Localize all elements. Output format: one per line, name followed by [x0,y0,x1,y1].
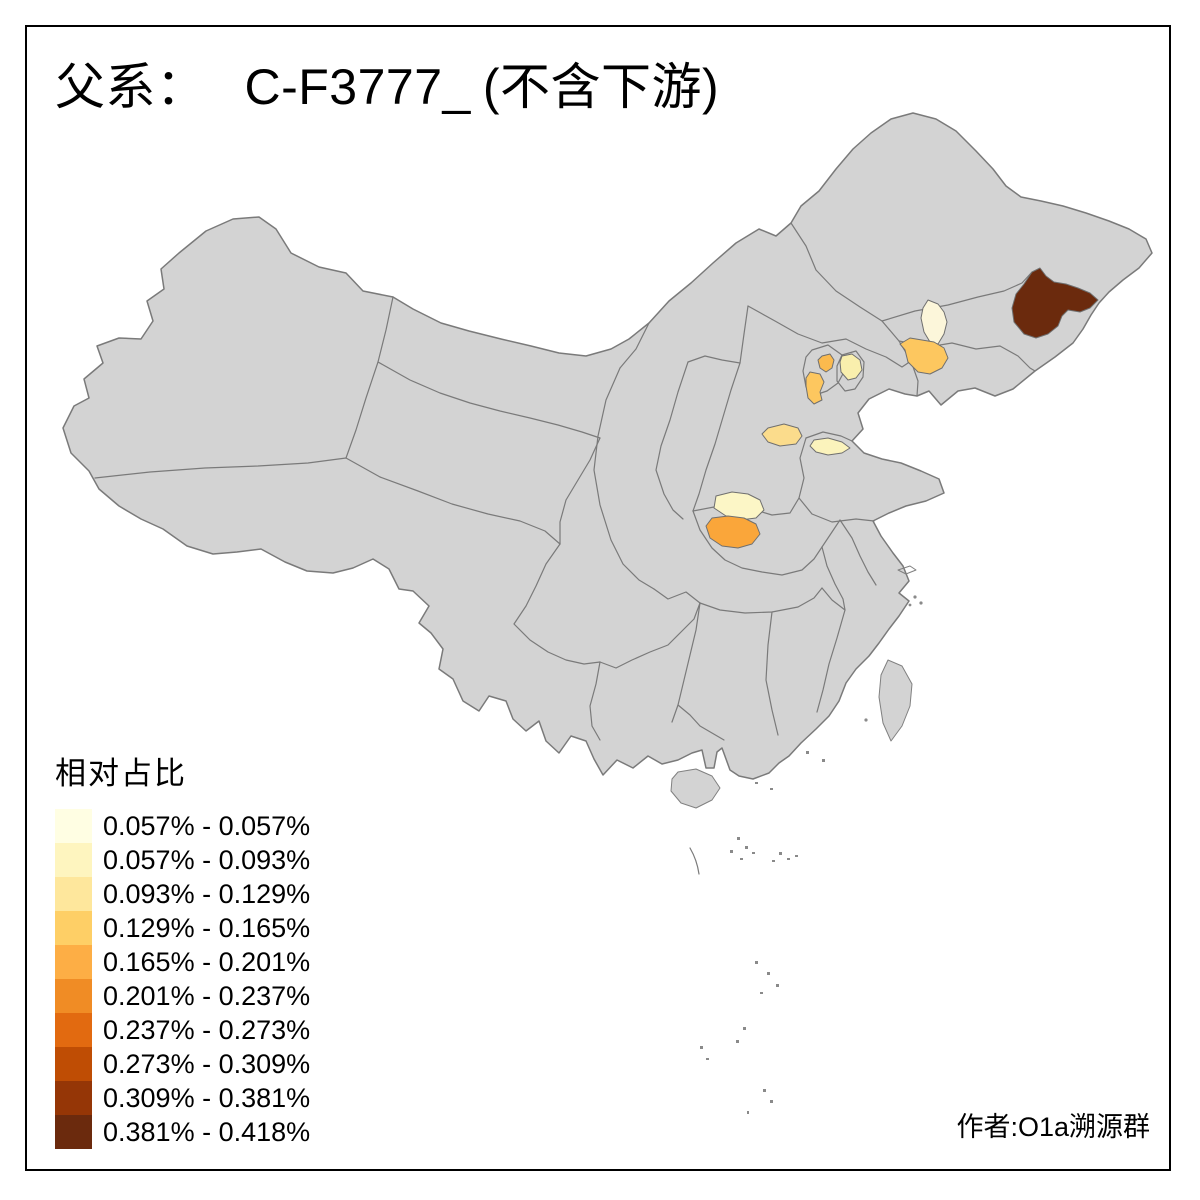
legend-color-swatch [55,1047,92,1081]
legend-row: 0.237% - 0.273% [55,1013,310,1047]
title-prefix: 父系： [55,59,207,115]
china-outline [62,112,1153,780]
coastal-islets [897,565,917,575]
legend-range-label: 0.237% - 0.273% [103,1014,311,1045]
legend-range-label: 0.201% - 0.237% [103,980,311,1011]
region-beijing [817,353,835,373]
legend-range-label: 0.129% - 0.165% [103,912,311,943]
legend: 相对占比 0.057% - 0.057% 0.057% - 0.093% 0.0… [55,748,310,1149]
legend-row: 0.165% - 0.201% [55,945,310,979]
south-china-sea-line [689,847,700,875]
region-henan-west [705,515,761,549]
legend-row: 0.273% - 0.309% [55,1047,310,1081]
legend-range-label: 0.057% - 0.093% [103,844,311,875]
legend-range-label: 0.093% - 0.129% [103,878,311,909]
region-jilin-east-yanbian [1011,267,1099,339]
legend-row: 0.057% - 0.093% [55,843,310,877]
legend-row: 0.381% - 0.418% [55,1115,310,1149]
legend-color-swatch [55,945,92,979]
legend-row: 0.309% - 0.381% [55,1081,310,1115]
legend-color-swatch [55,1081,92,1115]
legend-color-swatch [55,1115,92,1149]
legend-range-label: 0.309% - 0.381% [103,1082,311,1113]
legend-rows: 0.057% - 0.057% 0.057% - 0.093% 0.093% -… [55,809,310,1149]
region-tianjin [839,353,863,381]
title-suffix: (不含下游) [482,59,720,115]
legend-color-swatch [55,911,92,945]
legend-color-swatch [55,843,92,877]
region-hebei-shijiazhuang [761,423,803,447]
title-haplogroup-code: C-F3777_ [244,59,471,115]
legend-range-label: 0.165% - 0.201% [103,946,311,977]
legend-color-swatch [55,809,92,843]
legend-range-label: 0.381% - 0.418% [103,1116,311,1147]
legend-range-label: 0.273% - 0.309% [103,1048,311,1079]
legend-color-swatch [55,1013,92,1047]
legend-row: 0.129% - 0.165% [55,911,310,945]
page-title: 父系： C-F3777_ (不含下游) [55,60,719,115]
province-borders [94,222,1036,741]
region-liaoning-central [899,337,949,375]
legend-range-label: 0.057% - 0.057% [103,810,311,841]
legend-color-swatch [55,979,92,1013]
region-hebei-central [805,371,825,405]
legend-title: 相对占比 [55,756,187,791]
highlighted-regions [705,267,1099,549]
hainan-island [670,768,721,809]
attribution: 作者:O1a溯源群 [956,1112,1150,1142]
islands [670,565,923,1114]
region-shanxi-south [713,491,765,521]
legend-row: 0.093% - 0.129% [55,877,310,911]
region-shandong-northwest [809,437,851,456]
legend-row: 0.057% - 0.057% [55,809,310,843]
taiwan-island [878,659,913,742]
legend-color-swatch [55,877,92,911]
legend-row: 0.201% - 0.237% [55,979,310,1013]
south-china-sea-islets [700,751,825,1114]
